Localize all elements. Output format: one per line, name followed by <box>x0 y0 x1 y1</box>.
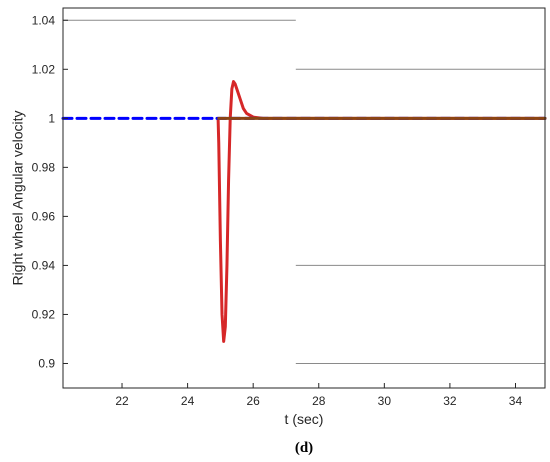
x-axis-label: t (sec) <box>285 411 324 427</box>
figure-caption: (d) <box>295 440 313 456</box>
y-tick-label: 1.04 <box>32 13 56 27</box>
plot-frame <box>62 7 546 389</box>
x-tick-label: 26 <box>246 394 260 408</box>
y-ticks: 0.9 0.92 0.94 0.96 0.98 1 1.02 1.04 <box>32 13 68 370</box>
y-tick-label: 1 <box>48 111 55 125</box>
x-tick-label: 34 <box>509 394 523 408</box>
y-tick-label: 0.96 <box>32 209 56 223</box>
y-tick-label: 0.92 <box>32 307 56 321</box>
x-tick-label: 28 <box>312 394 326 408</box>
y-tick-label: 0.98 <box>32 160 56 174</box>
y-tick-label: 1.02 <box>32 62 56 76</box>
x-tick-label: 22 <box>115 394 129 408</box>
y-tick-label: 0.9 <box>38 356 55 370</box>
y-axis-label: Right wheel Angular velocity <box>10 110 26 285</box>
series-line-1 <box>216 80 547 343</box>
x-tick-label: 24 <box>181 394 195 408</box>
grid-lines <box>63 19 545 364</box>
y-tick-label: 0.94 <box>32 258 56 272</box>
x-tick-label: 30 <box>378 394 392 408</box>
x-tick-label: 32 <box>443 394 457 408</box>
x-ticks: 22 24 26 28 30 32 34 <box>115 383 522 408</box>
series-group <box>61 80 547 343</box>
